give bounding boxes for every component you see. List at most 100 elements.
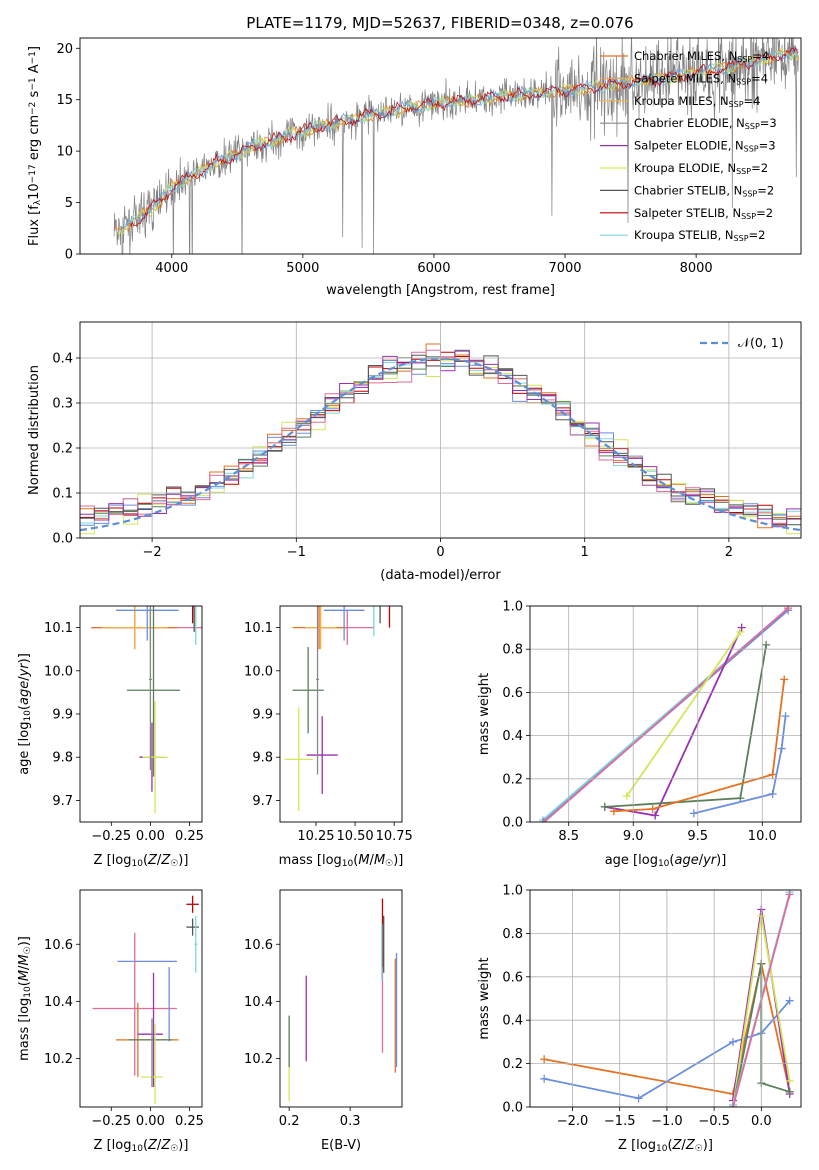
label-part: )] xyxy=(716,853,726,868)
label-part: Z xyxy=(672,1138,683,1153)
x-axis-label: Z [log10(Z/Z☉)] xyxy=(94,1138,189,1154)
label-part: mass weight xyxy=(477,957,492,1039)
weight-marker xyxy=(729,1037,738,1046)
axes-frame xyxy=(79,37,802,255)
label-part: E(B-V) xyxy=(321,1138,361,1153)
label-part: 10 xyxy=(658,859,670,869)
weight-marker xyxy=(785,1076,794,1085)
x-tick-label: −2.0 xyxy=(557,1114,589,1129)
legend-text: Salpeter MILES, N xyxy=(634,71,736,85)
label-part: mass [log xyxy=(17,998,32,1061)
y-tick-label: 9.9 xyxy=(252,708,273,723)
axes-frame xyxy=(79,321,802,539)
label-part: ☉ xyxy=(170,1144,178,1154)
legend-text: Chabrier MILES, N xyxy=(634,49,737,63)
y-tick-label: 0.4 xyxy=(52,352,73,367)
weight-marker xyxy=(785,1087,794,1096)
legend-sub: SSP xyxy=(734,234,749,243)
legend-suffix: =3 xyxy=(760,116,777,130)
x-tick-label: −1.0 xyxy=(651,1114,683,1129)
x-tick-label: 10.25 xyxy=(297,829,334,844)
legend-sub: SSP xyxy=(744,145,759,154)
legend-entry: Salpeter STELIB, NSSP=2 xyxy=(634,206,773,221)
weight-marker xyxy=(538,818,547,822)
y-tick-label: 10.0 xyxy=(44,664,73,679)
weight-line xyxy=(693,716,787,815)
y-tick-label: 9.8 xyxy=(252,751,273,766)
label-part: Z [log xyxy=(94,1138,132,1153)
label-part: 10 xyxy=(23,710,33,722)
x-tick-label: −0.5 xyxy=(698,1114,730,1129)
legend-suffix: =4 xyxy=(751,71,768,85)
label-part: )] xyxy=(178,853,188,868)
weight-marker xyxy=(785,996,794,1005)
legend-entry: Salpeter MILES, NSSP=4 xyxy=(634,71,768,86)
axes-frame xyxy=(79,605,203,823)
label-part: Z xyxy=(685,1138,696,1153)
legend-sub: SSP xyxy=(737,55,752,64)
legend-text: Kroupa MILES, N xyxy=(634,94,729,108)
x-tick-label: 0.3 xyxy=(340,1114,361,1129)
legend-suffix: =2 xyxy=(749,228,766,242)
y-tick-label: 15 xyxy=(56,93,73,108)
y-tick-label: 9.8 xyxy=(52,751,73,766)
mass_vs_Z-area xyxy=(92,895,199,1105)
y-tick-label: 0.3 xyxy=(52,397,73,412)
label-part: ☉ xyxy=(695,1144,703,1154)
legend-sub: SSP xyxy=(729,100,744,109)
y-tick-label: 9.9 xyxy=(52,708,73,723)
label-part: −1 xyxy=(28,51,38,64)
x-tick-label: 5000 xyxy=(286,261,319,276)
legend-suffix: =2 xyxy=(756,206,773,220)
x-tick-label: 10.75 xyxy=(376,829,413,844)
label-part: s xyxy=(27,90,42,101)
y-tick-label: 0.2 xyxy=(502,1057,523,1072)
weight-marker xyxy=(689,809,698,818)
y-axis-label: mass [log10(M/M☉)] xyxy=(17,936,33,1061)
label-part: )] xyxy=(17,653,32,663)
weight-marker xyxy=(784,606,793,613)
legend-suffix: =4 xyxy=(752,49,769,63)
label-part: age [log xyxy=(17,722,32,775)
label-part: ( xyxy=(143,1138,148,1153)
label-part: 10 xyxy=(656,1144,668,1154)
weight_vs_age-area xyxy=(538,606,793,822)
label-part: wavelength [Angstrom, rest frame] xyxy=(326,283,555,298)
y-tick-label: 0.6 xyxy=(502,970,523,985)
weight-marker xyxy=(622,792,631,801)
weight-marker xyxy=(762,640,771,649)
label-part: )] xyxy=(393,853,403,868)
legend-text: Chabrier STELIB, N xyxy=(634,183,742,197)
y-tick-label: 10.1 xyxy=(244,621,273,636)
legend-entry: Salpeter ELODIE, NSSP=3 xyxy=(634,139,776,154)
x-tick-label: −1 xyxy=(287,545,306,560)
label-part: M xyxy=(358,853,369,868)
y-tick-label: 10.0 xyxy=(244,664,273,679)
legend-sub: SSP xyxy=(736,167,751,176)
y-axis-label: mass weight xyxy=(477,957,492,1039)
label-part: 10 xyxy=(342,859,354,869)
label-part: −17 xyxy=(28,164,38,183)
label-part: ☉ xyxy=(23,946,33,954)
legend-entry: Chabrier MILES, NSSP=4 xyxy=(634,49,769,64)
y-tick-label: 10.2 xyxy=(44,1052,73,1067)
y-tick-label: 0 xyxy=(65,248,73,263)
x-tick-label: 0 xyxy=(436,545,444,560)
x-tick-label: 8000 xyxy=(680,261,713,276)
x-tick-label: 7000 xyxy=(548,261,581,276)
x-tick-label: 8.5 xyxy=(558,829,579,844)
legend-sub: SSP xyxy=(745,122,760,131)
y-tick-label: 0.4 xyxy=(502,729,523,744)
x-tick-label: −0.25 xyxy=(91,1114,131,1129)
weight-line xyxy=(613,679,786,813)
y-axis-label: mass weight xyxy=(477,673,492,755)
legend-entry: Chabrier ELODIE, NSSP=3 xyxy=(634,116,777,131)
label-part: A xyxy=(27,64,42,77)
axes-frame xyxy=(279,605,403,823)
weight-marker xyxy=(540,818,549,822)
x-tick-label: 9.0 xyxy=(623,829,644,844)
weight_vs_Z-plot: −2.0 −1.5 −1.0 −0.5 0.0 0.0 0.2 0.4 0.6 0.8 1.0 Z [… xyxy=(477,884,802,1154)
x-axis-label: (data-model)/error xyxy=(380,568,501,583)
